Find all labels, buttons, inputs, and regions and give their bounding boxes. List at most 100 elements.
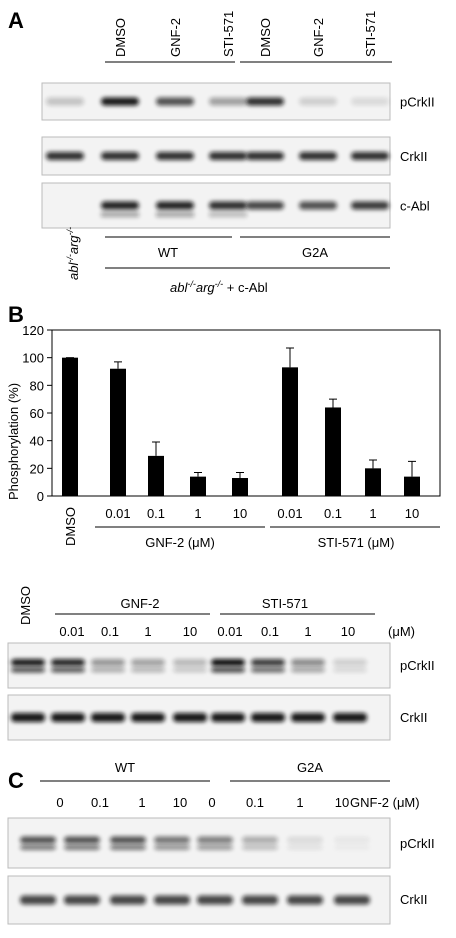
band [154,836,190,844]
band [156,201,194,210]
text-part: arg [66,235,81,255]
band [11,659,45,666]
band [246,97,284,106]
band [46,97,84,106]
dose-label: 0.1 [101,624,119,639]
superscript: -/- [187,279,196,289]
band [101,201,139,210]
band [64,836,100,844]
band [333,667,367,673]
band [91,713,125,722]
genotype: abl-/-arg-/- [65,227,81,280]
band [211,713,245,722]
blot-label: pCrkII [400,836,435,851]
group-label: GNF-2 [121,596,160,611]
x-tick-label: 0.01 [277,506,302,521]
dose-label: 0 [208,795,215,810]
group-label: STI-571 [262,596,308,611]
band [351,97,389,106]
band [20,836,56,844]
bar [404,476,420,496]
band [197,845,233,850]
x-tick-label: 0.1 [324,506,342,521]
error-bar [408,460,416,477]
text-part: + c-Abl [223,280,268,295]
y-tick-label: 80 [30,378,44,393]
band [91,659,125,666]
band [91,667,125,673]
band [251,667,285,673]
band [242,845,278,850]
dose-label: 0.1 [246,795,264,810]
band [173,667,207,673]
dose-label: 10 [173,795,187,810]
band [110,895,146,905]
dose-label: 0 [56,795,63,810]
text-part: abl [66,262,81,280]
band [351,201,389,210]
blot-label: CrkII [400,710,427,725]
error-bar [152,441,160,456]
y-tick-label: 20 [30,461,44,476]
y-tick-label: 100 [22,351,44,366]
band [333,659,367,666]
band [131,713,165,722]
lane-label: STI-571 [221,11,236,57]
band [334,845,370,850]
band [101,97,139,106]
band [251,659,285,666]
band [197,895,233,905]
group-label: WT [158,245,178,260]
band [64,895,100,905]
x-tick-label: 0.1 [147,506,165,521]
blot-label: CrkII [400,892,427,907]
lane-label: DMSO [18,586,33,625]
band [246,152,284,160]
band [46,152,84,160]
dose-label: 10 [183,624,197,639]
band [333,713,367,722]
bar [62,357,78,496]
band [156,97,194,106]
error-bar [329,398,337,408]
group-label: WT [115,760,135,775]
x-tick-label: 1 [369,506,376,521]
blot-label: c-Abl [400,199,430,214]
x-tick-label: DMSO [63,507,78,546]
bar [282,367,298,496]
band [299,201,337,210]
text-part: arg [196,280,216,295]
dose-label: 0.01 [59,624,84,639]
blot-label: pCrkII [400,658,435,673]
group-label: G2A [297,760,323,775]
bar [110,368,126,496]
band [110,836,146,844]
band [154,895,190,905]
panel-letter: A [8,8,24,33]
lane-label: STI-571 [363,11,378,57]
lane-label: DMSO [113,18,128,57]
band [156,212,194,217]
band [11,713,45,722]
band [291,667,325,673]
y-axis-label: Phosphorylation (%) [6,383,21,500]
superscript: -/- [65,254,75,263]
band [20,845,56,850]
band [51,713,85,722]
error-bar [114,361,122,369]
band [287,836,323,844]
band [156,152,194,160]
text-part: abl [170,280,188,295]
band [154,845,190,850]
panel-letter: B [8,302,24,327]
band [110,845,146,850]
band [242,895,278,905]
group-label: G2A [302,245,328,260]
band [287,895,323,905]
error-bar [194,471,202,477]
band [131,667,165,673]
dose-label: 0.1 [91,795,109,810]
superscript: -/- [65,227,75,236]
group-label: GNF-2 (μM) [145,535,215,550]
